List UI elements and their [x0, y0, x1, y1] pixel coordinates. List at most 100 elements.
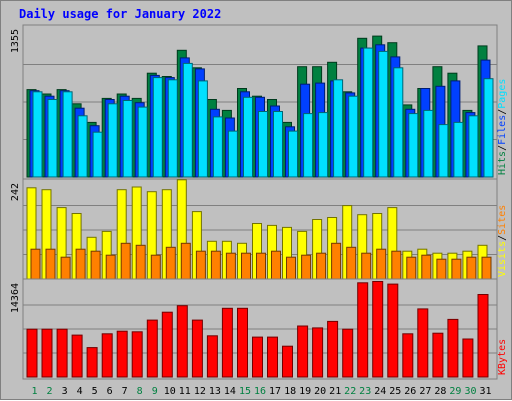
x-tick-label-day-23: 23: [359, 386, 371, 397]
x-tick-label-day-27: 27: [419, 386, 431, 397]
bar-pages-day-29: [453, 121, 464, 178]
bar-kbytes-day-15: [237, 307, 248, 378]
x-tick-label-day-11: 11: [179, 386, 191, 397]
series-label-separator: /: [497, 109, 508, 115]
bar-pages-day-8: [137, 106, 148, 178]
bar-sites-day-31: [481, 256, 492, 280]
x-tick-label-day-26: 26: [404, 386, 416, 397]
bar-pages-day-7: [122, 100, 133, 178]
bar-kbytes-day-23: [357, 282, 369, 378]
bar-pages-day-1: [32, 91, 43, 178]
bar-pages-day-10: [167, 79, 178, 178]
chart-title: Daily usage for January 2022: [19, 7, 222, 21]
bar-pages-day-21: [333, 79, 344, 178]
bar-kbytes-day-31: [477, 294, 489, 378]
y-max-label-hits: 1355: [10, 29, 21, 53]
bar-kbytes-day-10: [161, 311, 173, 378]
x-tick-label-day-10: 10: [164, 386, 176, 397]
series-label-files: Files: [497, 115, 508, 145]
bar-kbytes-day-5: [86, 347, 98, 378]
series-label-sites: Sites: [497, 205, 508, 235]
bar-kbytes-day-12: [191, 319, 203, 378]
bar-kbytes-day-19: [297, 325, 309, 378]
x-tick-label-day-17: 17: [269, 386, 281, 397]
right-labels-visits: Visits/Sites: [497, 205, 508, 277]
bar-sites-day-30: [466, 256, 477, 280]
series-label-visits: Visits: [497, 241, 508, 277]
bar-sites-day-8: [135, 244, 146, 280]
bar-kbytes-day-24: [372, 281, 384, 378]
bar-kbytes-day-22: [342, 328, 354, 378]
bar-sites-day-21: [331, 242, 342, 280]
x-tick-label-day-18: 18: [284, 386, 296, 397]
bar-kbytes-day-1: [26, 328, 38, 378]
bar-sites-day-15: [241, 252, 251, 280]
x-tick-label-day-31: 31: [479, 386, 491, 397]
bar-sites-day-23: [361, 252, 372, 280]
bar-sites-day-28: [436, 258, 447, 280]
bar-kbytes-day-18: [282, 345, 293, 378]
x-tick-label-day-29: 29: [449, 386, 461, 397]
x-tick-label-day-15: 15: [239, 386, 251, 397]
bar-pages-day-26: [408, 113, 419, 178]
series-label-separator: /: [497, 145, 508, 151]
bar-sites-day-26: [406, 256, 417, 280]
x-tick-label-day-21: 21: [329, 386, 341, 397]
bar-kbytes-day-2: [41, 328, 53, 378]
bar-kbytes-day-20: [312, 327, 324, 378]
bar-pages-day-6: [107, 103, 118, 178]
bar-pages-day-2: [47, 99, 58, 178]
bar-sites-day-19: [301, 254, 312, 280]
x-tick-label-day-5: 5: [92, 386, 98, 397]
series-label-kbytes: KBytes: [497, 339, 508, 375]
bar-kbytes-day-26: [402, 333, 414, 378]
x-tick-label-day-7: 7: [122, 386, 128, 397]
bar-sites-day-1: [30, 248, 41, 280]
bar-kbytes-day-25: [387, 283, 399, 378]
x-tick-label-day-30: 30: [464, 386, 476, 397]
bar-pages-day-22: [348, 95, 359, 178]
x-tick-label-day-3: 3: [62, 386, 68, 397]
bar-pages-day-23: [363, 47, 374, 178]
bar-sites-day-2: [45, 248, 56, 280]
x-tick-label-day-2: 2: [46, 386, 52, 397]
bar-sites-day-9: [150, 254, 161, 280]
series-label-pages: Pages: [497, 79, 508, 109]
x-tick-label-day-24: 24: [374, 386, 386, 397]
bar-sites-day-20: [316, 252, 327, 280]
x-tick-label-day-13: 13: [209, 386, 221, 397]
bar-pages-day-11: [182, 62, 193, 178]
bar-pages-day-16: [258, 111, 268, 178]
bar-kbytes-day-4: [71, 334, 83, 378]
x-tick-label-day-1: 1: [31, 386, 37, 397]
series-label-hits: Hits: [497, 151, 508, 175]
bar-pages-day-28: [438, 124, 449, 178]
bar-sites-day-12: [195, 250, 206, 280]
bar-kbytes-day-9: [146, 319, 158, 378]
x-tick-label-day-28: 28: [434, 386, 446, 397]
bar-pages-day-31: [483, 78, 494, 178]
bar-kbytes-day-17: [267, 336, 278, 378]
bar-pages-day-24: [378, 50, 389, 178]
right-labels-kbytes: KBytes: [497, 339, 508, 375]
x-tick-label-day-19: 19: [299, 386, 311, 397]
x-tick-label-day-25: 25: [389, 386, 401, 397]
bar-kbytes-day-16: [252, 336, 263, 378]
x-tick-label-day-22: 22: [344, 386, 356, 397]
x-tick-label-day-12: 12: [194, 386, 206, 397]
x-tick-label-day-6: 6: [107, 386, 113, 397]
bar-sites-day-24: [376, 248, 387, 280]
bar-sites-day-14: [225, 252, 236, 280]
bar-kbytes-day-13: [206, 335, 218, 378]
bar-pages-day-19: [303, 113, 314, 178]
series-label-separator: /: [497, 235, 508, 241]
bar-pages-day-25: [393, 67, 404, 178]
bar-pages-day-12: [197, 80, 208, 178]
bar-pages-day-30: [468, 115, 479, 178]
bar-kbytes-day-21: [327, 320, 339, 378]
bar-sites-day-6: [105, 254, 116, 280]
bar-pages-day-27: [423, 109, 434, 178]
bar-sites-day-10: [165, 246, 176, 280]
